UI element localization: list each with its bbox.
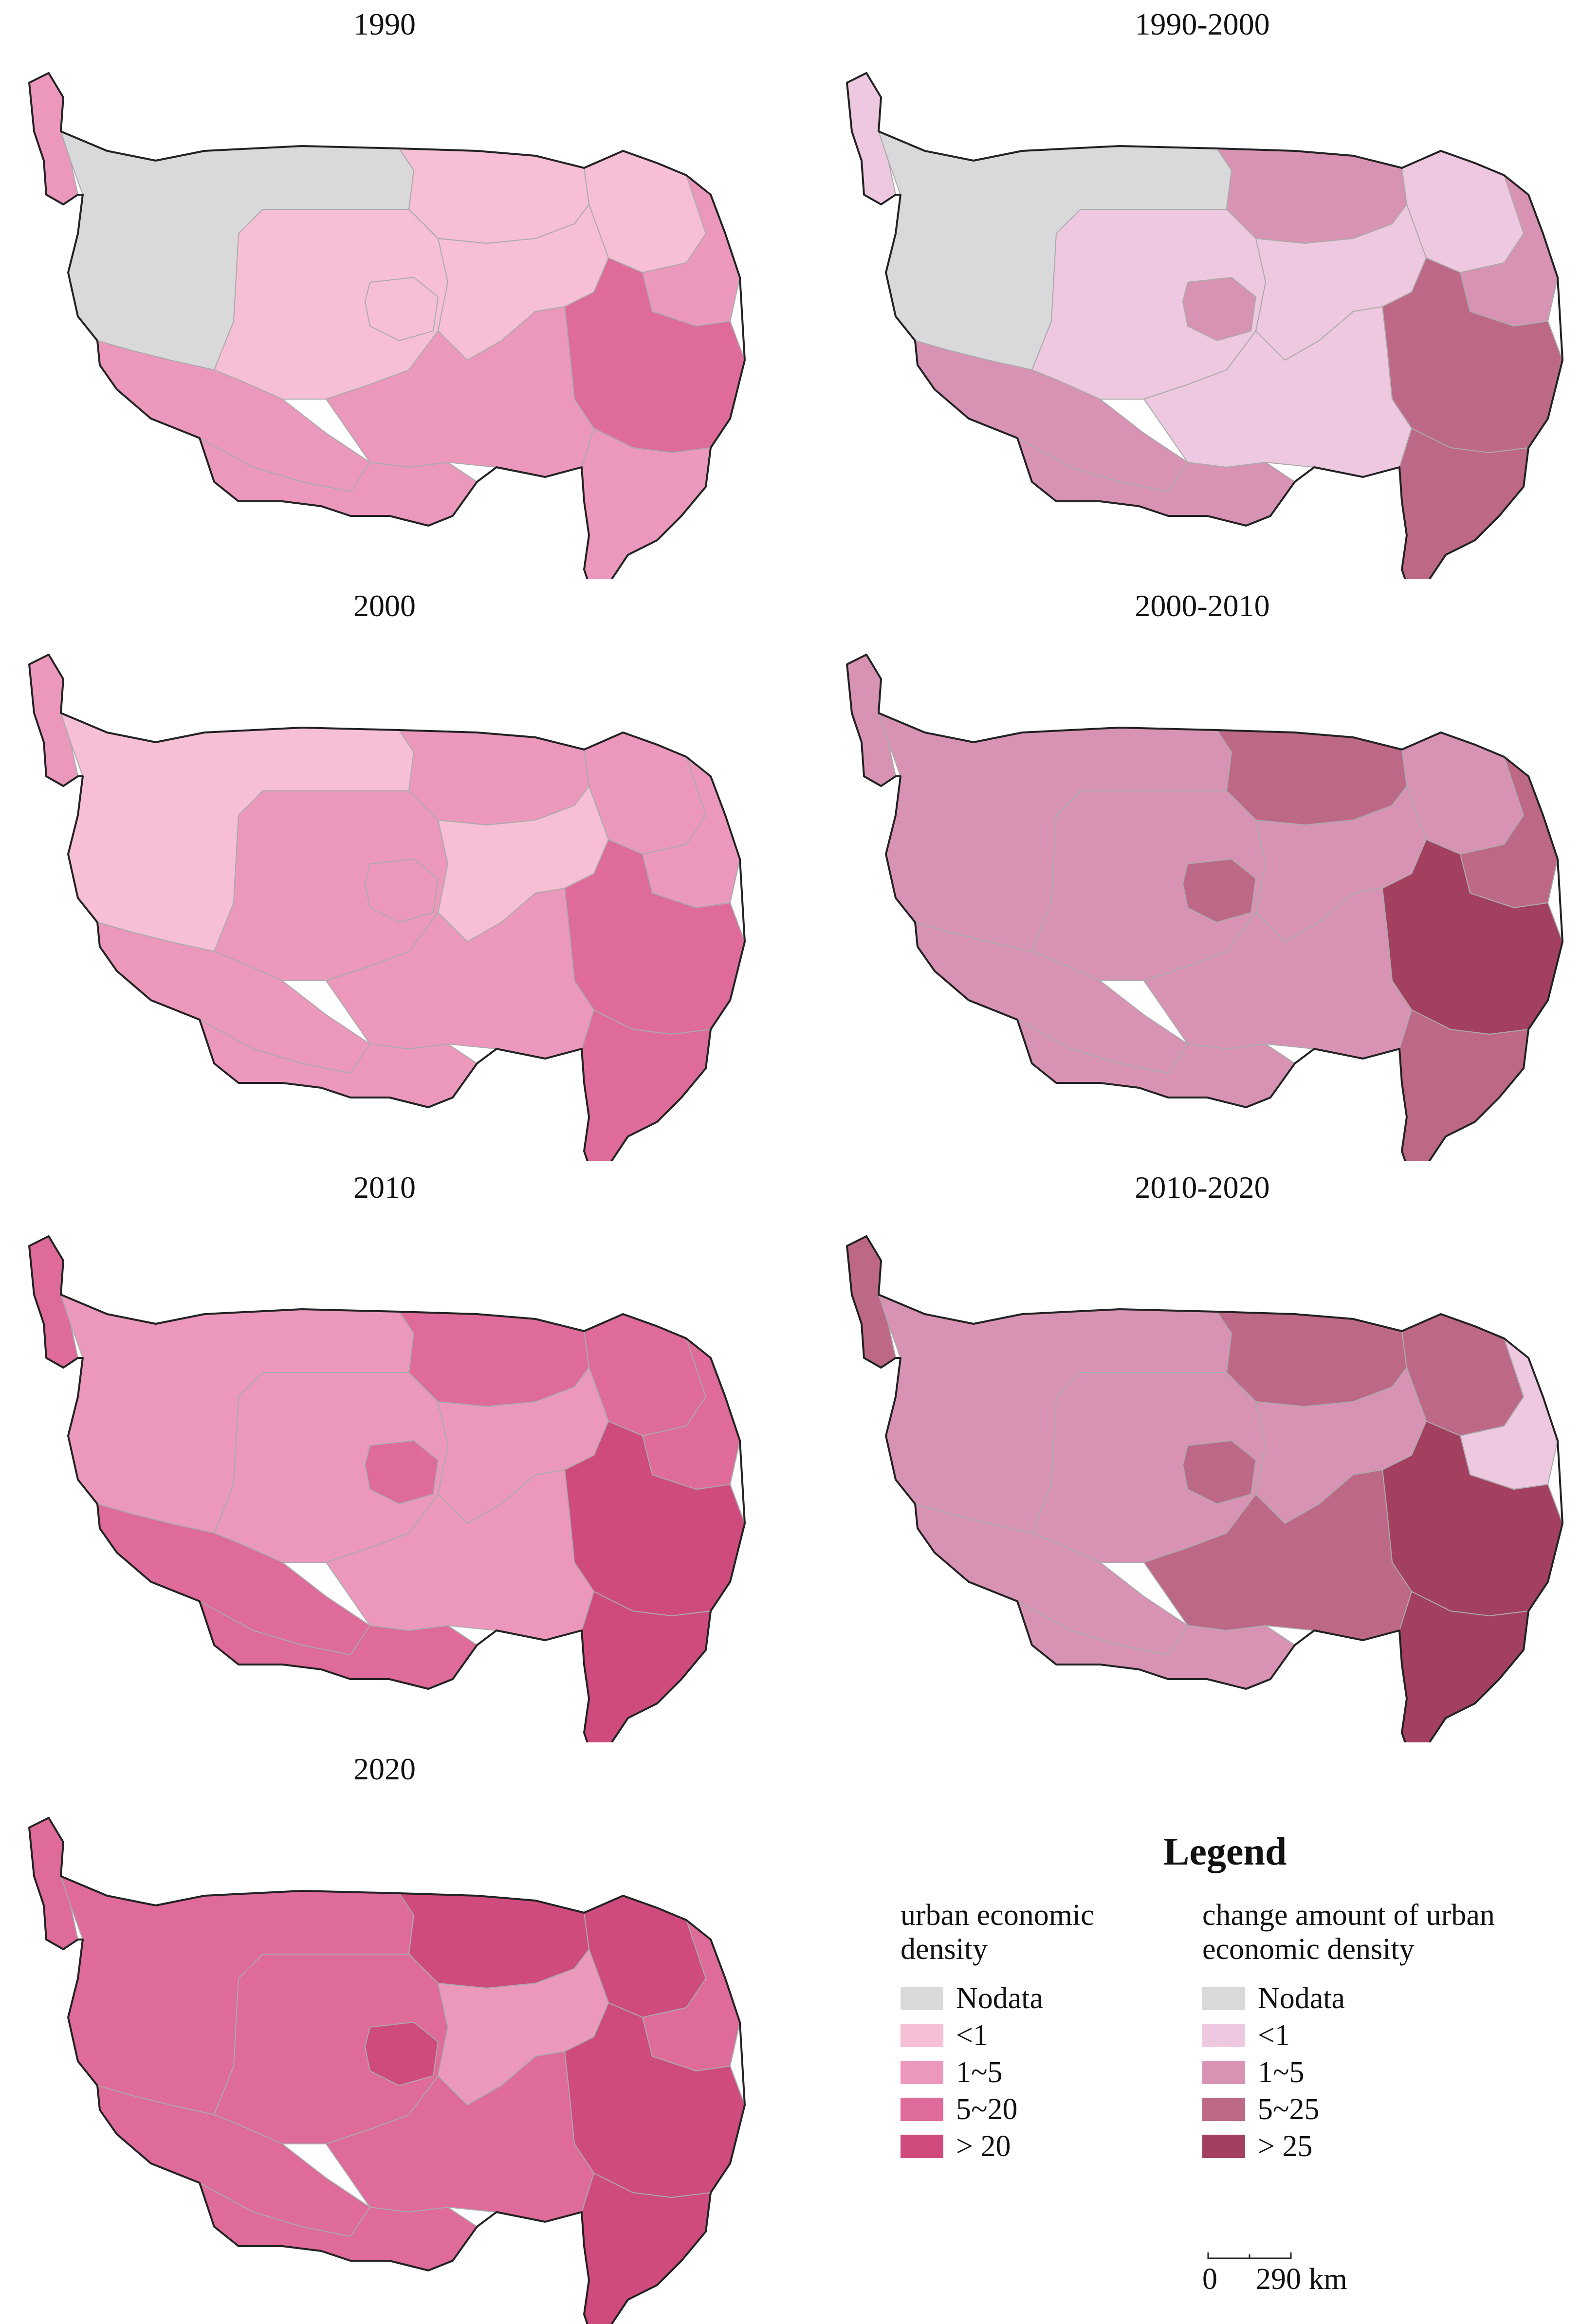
map-canvas xyxy=(846,654,1563,1161)
map-outline xyxy=(846,72,1563,579)
map-outline xyxy=(28,72,746,579)
scale-bar-line xyxy=(1207,2252,1292,2259)
legend-density-title-line1: urban economic xyxy=(901,1899,1094,1932)
map-region-enclave xyxy=(365,859,439,923)
legend-item: 5~25 xyxy=(1202,2091,1572,2128)
map-regions xyxy=(846,1235,1563,1742)
map-regions xyxy=(28,1235,746,1742)
map-regions xyxy=(846,654,1563,1161)
legend-label: 5~20 xyxy=(956,2092,1018,2126)
map-panel-2000: 2000 xyxy=(10,586,759,1161)
legend-item: > 20 xyxy=(901,2128,1202,2165)
map-title: 1990 xyxy=(353,7,416,41)
scale-distance-label: 290 km xyxy=(1256,2263,1347,2296)
map-canvas xyxy=(846,1235,1563,1742)
scale-bar: 0 290 km xyxy=(1202,2249,1407,2302)
legend-item: Nodata xyxy=(901,1980,1202,2017)
legend-item: <1 xyxy=(1202,2017,1572,2054)
legend-item: > 25 xyxy=(1202,2128,1572,2165)
map-panel-2010-2020: 2010-2020 xyxy=(827,1168,1577,1742)
map-canvas xyxy=(28,1817,746,2324)
legend-swatch xyxy=(901,2135,943,2158)
legend-density-title: urban economic density xyxy=(901,1898,1202,1966)
legend-item: 5~20 xyxy=(901,2091,1202,2128)
map-region-enclave xyxy=(365,277,439,341)
map-regions xyxy=(28,654,746,1161)
legend-item: <1 xyxy=(901,2017,1202,2054)
legend-swatch xyxy=(1202,2061,1245,2084)
map-region-enclave xyxy=(1182,859,1256,923)
map-outline xyxy=(28,654,746,1161)
legend-label: 1~5 xyxy=(956,2055,1003,2089)
map-canvas xyxy=(28,1235,746,1742)
map-canvas xyxy=(846,72,1563,579)
map-title: 2000-2010 xyxy=(1135,588,1270,623)
scale-zero-label: 0 xyxy=(1202,2263,1217,2296)
legend-density-column: urban economic density Nodata <1 1~5 5~2… xyxy=(901,1898,1202,2165)
legend-change-title-line2: economic density xyxy=(1202,1933,1415,1966)
legend-swatch xyxy=(1202,2098,1245,2121)
map-title: 2020 xyxy=(353,1752,416,1786)
legend: Legend urban economic density Nodata <1 … xyxy=(901,1820,1581,2312)
legend-label: > 20 xyxy=(956,2129,1011,2163)
legend-label: 1~5 xyxy=(1258,2055,1305,2089)
map-canvas xyxy=(28,72,746,579)
legend-swatch xyxy=(901,2024,943,2047)
map-panel-2000-2010: 2000-2010 xyxy=(827,586,1577,1161)
map-panel-1990: 1990 xyxy=(10,5,759,579)
map-canvas xyxy=(28,654,746,1161)
map-title: 1990-2000 xyxy=(1135,7,1270,41)
legend-change-title: change amount of urban economic density xyxy=(1202,1898,1572,1966)
legend-label: <1 xyxy=(1258,2018,1290,2052)
legend-item: Nodata xyxy=(1202,1980,1572,2017)
legend-label: Nodata xyxy=(1258,1981,1345,2015)
legend-label: > 25 xyxy=(1258,2129,1313,2163)
map-outline xyxy=(28,1235,746,1742)
map-outline xyxy=(846,1235,1563,1742)
legend-swatch xyxy=(1202,2135,1245,2158)
map-outline xyxy=(28,1817,746,2324)
legend-label: Nodata xyxy=(956,1981,1044,2015)
map-title: 2000 xyxy=(353,588,416,623)
legend-item: 1~5 xyxy=(901,2054,1202,2091)
map-regions xyxy=(846,72,1563,579)
legend-label: <1 xyxy=(956,2018,988,2052)
map-panel-2010: 2010 xyxy=(10,1168,759,1742)
map-region-enclave xyxy=(1182,1440,1256,1504)
map-panel-1990-2000: 1990-2000 xyxy=(827,5,1577,579)
legend-swatch xyxy=(901,2098,943,2121)
legend-change-title-line1: change amount of urban xyxy=(1202,1899,1495,1932)
legend-label: 5~25 xyxy=(1258,2092,1320,2126)
legend-change-column: change amount of urban economic density … xyxy=(1202,1898,1572,2165)
map-regions xyxy=(28,72,746,579)
map-region-enclave xyxy=(365,2022,439,2086)
map-title: 2010 xyxy=(353,1170,416,1205)
map-region-enclave xyxy=(1182,277,1256,341)
legend-swatch xyxy=(901,1987,943,2010)
legend-swatch xyxy=(901,2061,943,2084)
legend-density-title-line2: density xyxy=(901,1933,988,1966)
legend-swatch xyxy=(1202,1987,1245,2010)
legend-title: Legend xyxy=(1163,1830,1287,1873)
legend-swatch xyxy=(1202,2024,1245,2047)
legend-item: 1~5 xyxy=(1202,2054,1572,2091)
map-regions xyxy=(28,1817,746,2324)
map-region-enclave xyxy=(365,1440,439,1504)
map-panel-2020: 2020 xyxy=(10,1750,759,2324)
map-outline xyxy=(846,654,1563,1161)
map-title: 2010-2020 xyxy=(1135,1170,1270,1205)
